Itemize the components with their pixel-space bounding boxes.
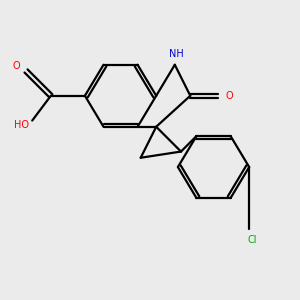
Text: NH: NH [169,49,184,59]
Text: Cl: Cl [248,235,257,245]
Text: O: O [13,61,20,71]
Text: HO: HO [14,120,29,130]
Text: O: O [225,91,233,101]
